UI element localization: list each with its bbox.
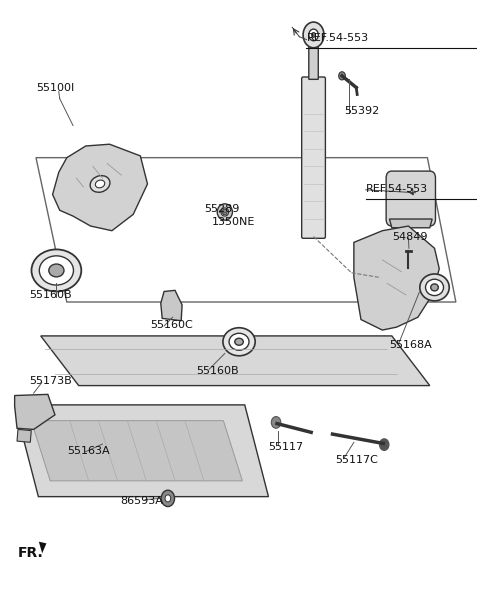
Polygon shape [14,405,268,497]
Ellipse shape [32,250,81,291]
Circle shape [339,72,345,80]
Ellipse shape [425,279,444,296]
FancyBboxPatch shape [386,171,435,226]
Text: 86593A: 86593A [120,496,163,506]
Polygon shape [41,336,430,386]
FancyBboxPatch shape [301,77,325,238]
Text: 55392: 55392 [344,106,380,116]
Text: 55100I: 55100I [36,83,74,93]
Text: FR.: FR. [18,546,44,560]
Text: 55160B: 55160B [29,290,72,300]
Circle shape [303,22,324,48]
Circle shape [222,209,227,215]
Circle shape [271,417,281,428]
Polygon shape [31,421,242,481]
Ellipse shape [223,327,255,356]
FancyBboxPatch shape [309,40,318,79]
Text: 55160C: 55160C [150,320,192,330]
Text: 55168A: 55168A [389,340,432,350]
Circle shape [380,439,389,450]
Circle shape [312,32,315,37]
Circle shape [165,495,171,502]
Text: 55173B: 55173B [29,376,72,386]
Polygon shape [354,226,439,330]
Ellipse shape [221,208,228,216]
Text: 55163A: 55163A [67,446,109,456]
Circle shape [309,29,318,41]
Ellipse shape [217,204,232,220]
Polygon shape [389,219,432,228]
Ellipse shape [420,274,449,301]
Ellipse shape [96,180,105,188]
Text: 55117: 55117 [268,442,303,452]
Polygon shape [14,394,55,430]
Polygon shape [39,542,47,553]
Text: 55289: 55289 [204,204,240,214]
Text: 55117C: 55117C [335,455,378,465]
Circle shape [406,265,411,272]
Text: REF.54-553: REF.54-553 [366,183,428,194]
Text: 1350NE: 1350NE [212,217,255,227]
Text: 54849: 54849 [392,231,427,241]
Ellipse shape [49,264,64,277]
Polygon shape [161,290,182,321]
Ellipse shape [235,338,243,345]
Circle shape [161,490,175,507]
Text: 55160B: 55160B [196,366,239,376]
Text: REF.54-553: REF.54-553 [306,33,369,43]
Polygon shape [17,430,31,442]
Ellipse shape [229,333,249,350]
Ellipse shape [90,176,110,192]
Ellipse shape [39,256,73,285]
Ellipse shape [431,284,438,291]
Polygon shape [53,144,147,231]
